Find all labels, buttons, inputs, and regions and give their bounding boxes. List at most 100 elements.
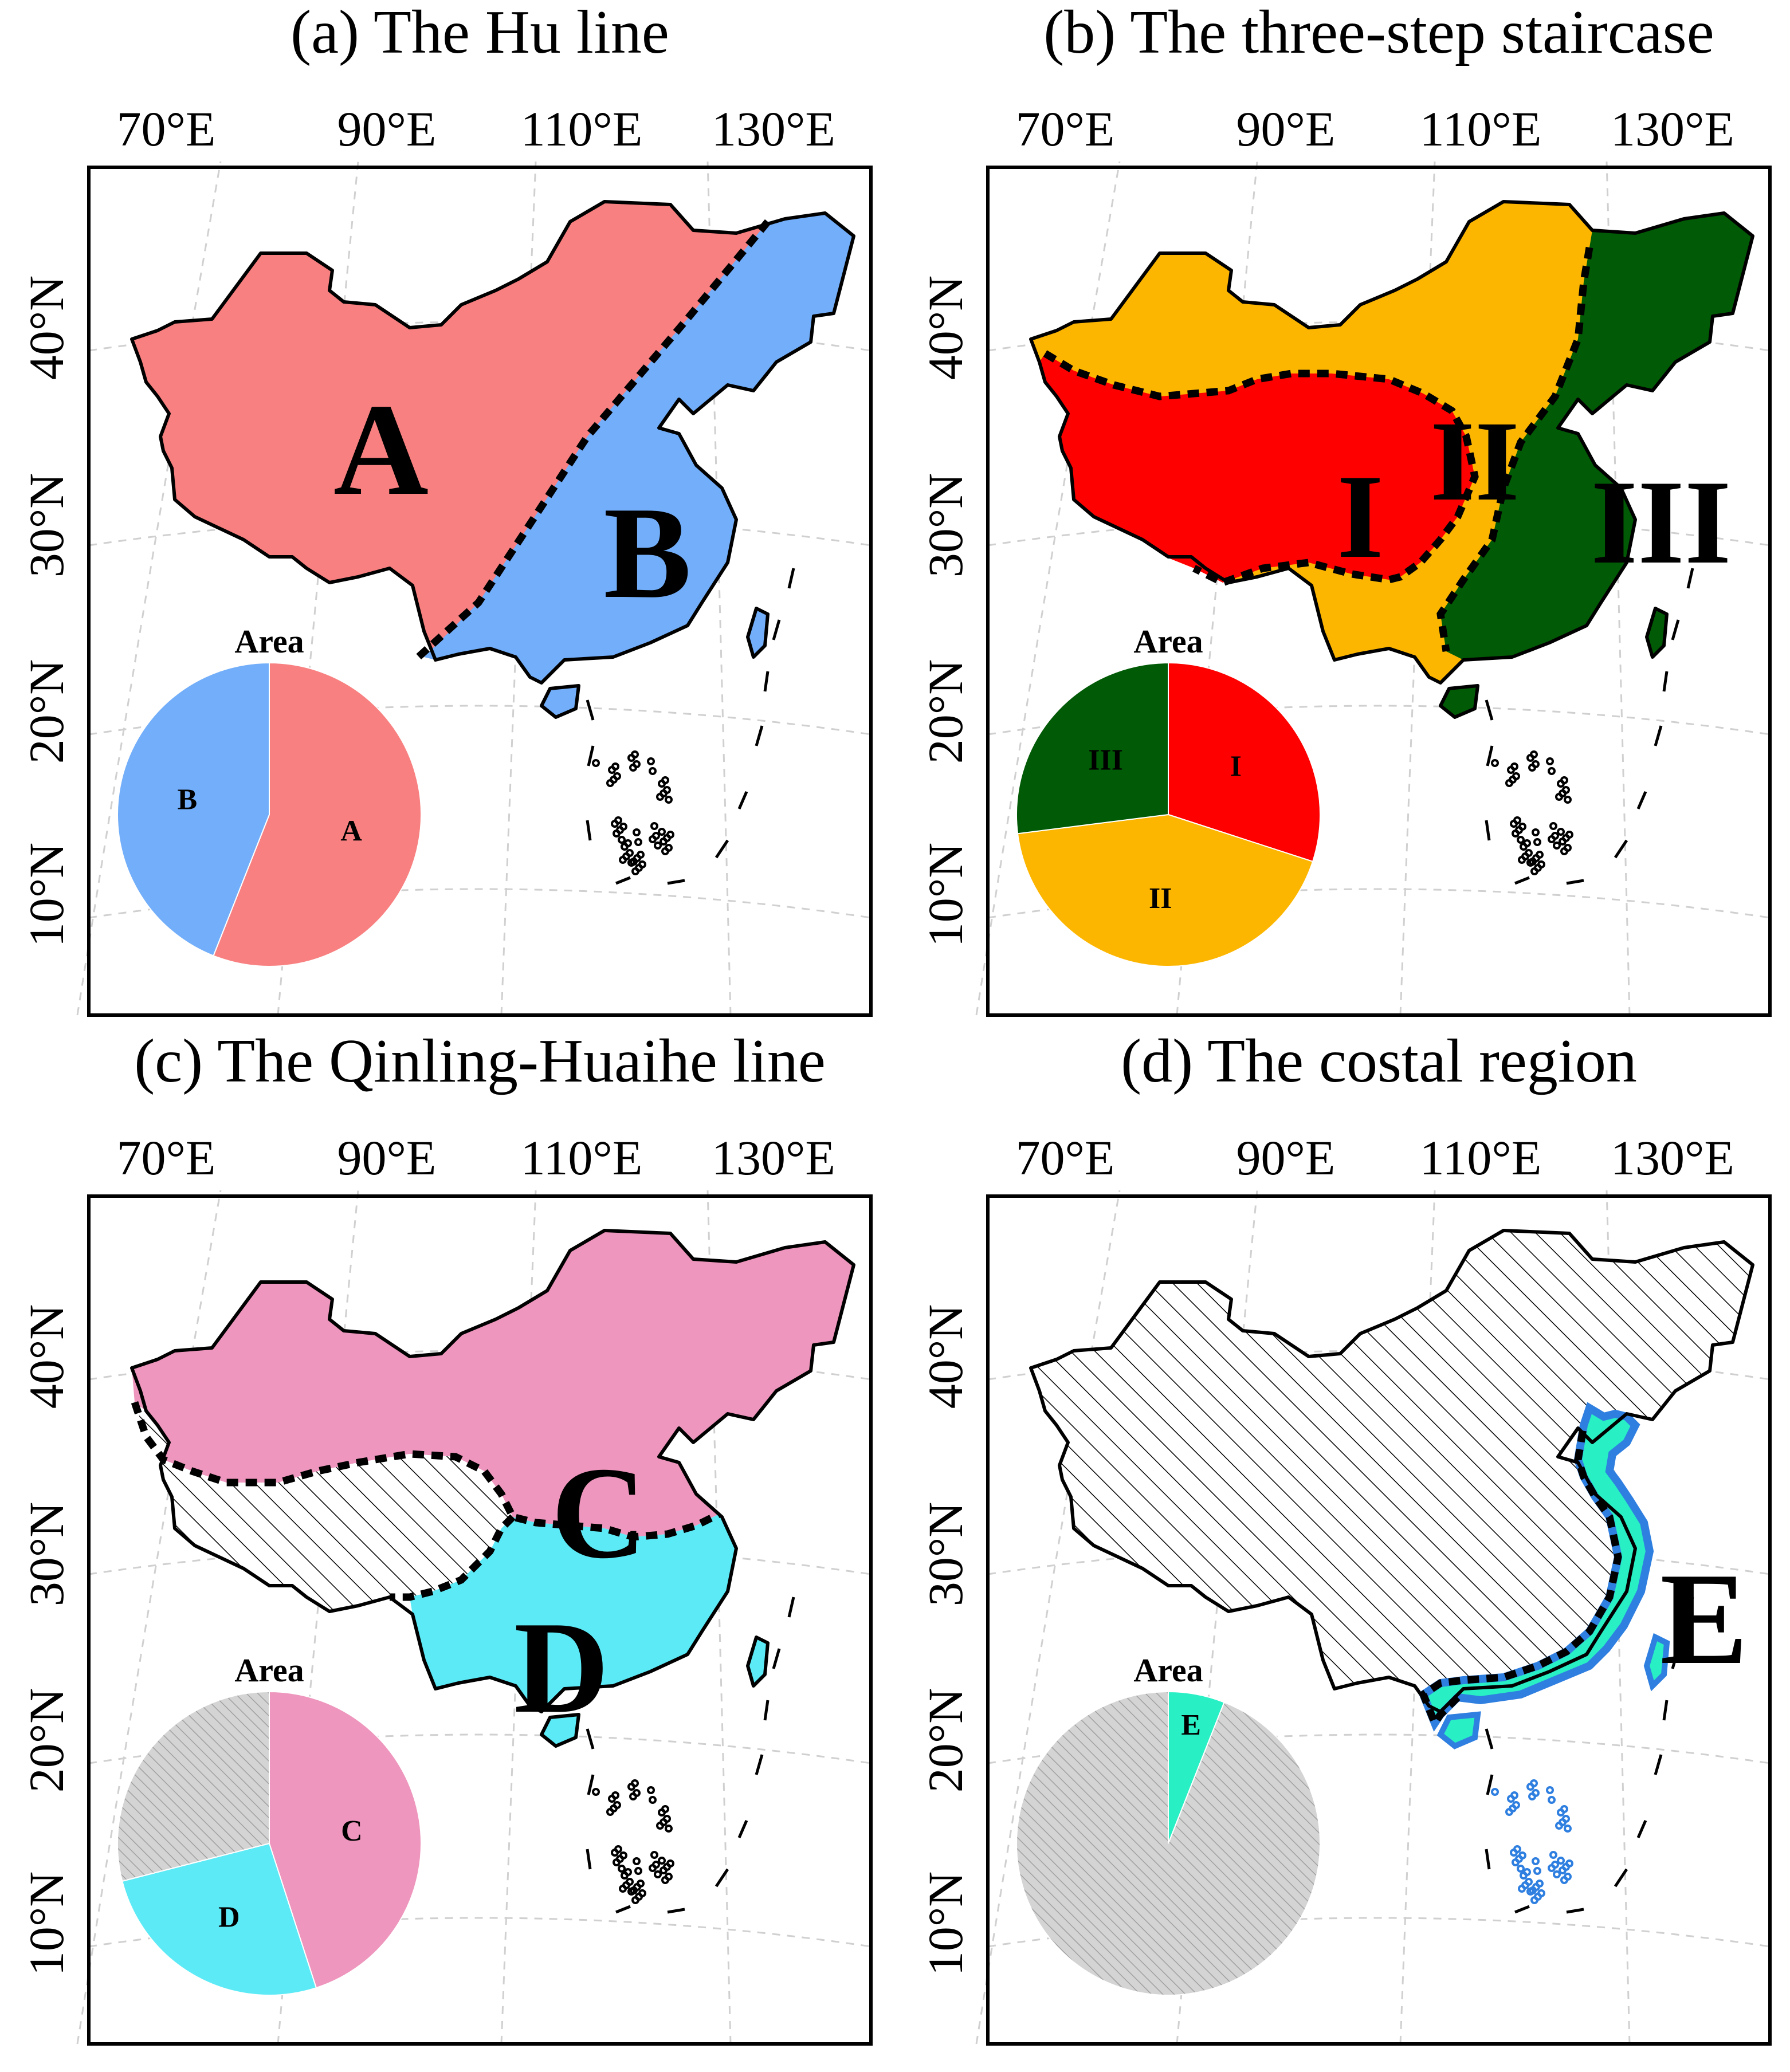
region-fills bbox=[132, 1230, 854, 1748]
longitude-label: 70°E bbox=[117, 101, 216, 156]
pie-slice bbox=[1016, 1690, 1321, 1996]
panel-title: (b) The three-step staircase bbox=[1043, 0, 1714, 66]
map-frame bbox=[87, 166, 873, 1017]
longitude-label: 130°E bbox=[712, 1130, 835, 1185]
region-fills bbox=[132, 202, 854, 719]
latitude-label: 30°N bbox=[19, 473, 74, 578]
map-frame bbox=[986, 1194, 1772, 2046]
step-boundary bbox=[1436, 246, 1593, 652]
pie-slice bbox=[121, 1842, 317, 1996]
latitude-label: 40°N bbox=[19, 276, 74, 380]
latitude-label: 10°N bbox=[918, 843, 973, 947]
region-fill bbox=[132, 1230, 854, 1537]
panel-title: (d) The costal region bbox=[1121, 1027, 1637, 1095]
south-china-sea-islands bbox=[586, 1597, 795, 1914]
region-fill bbox=[1440, 213, 1753, 660]
pie-title: Area bbox=[234, 1652, 304, 1689]
region-fill bbox=[424, 213, 854, 683]
pie-slice bbox=[117, 662, 270, 957]
latitude-label: 30°N bbox=[918, 473, 973, 578]
map-panel-a: (a) The Hu line 70°E 90°E 110°E 130°E 40°N 30°… bbox=[19, 0, 873, 1017]
map-panel-c: (c) The Qinling-Huaihe line 70°E 90°E 110°E… bbox=[19, 1027, 873, 2046]
pie-slice-label: II bbox=[1149, 882, 1172, 915]
latitude-label: 40°N bbox=[918, 1304, 973, 1409]
country-outline bbox=[130, 1229, 855, 1713]
map-frame bbox=[87, 1194, 873, 2046]
hu-line bbox=[415, 219, 771, 660]
region-fill bbox=[410, 1514, 736, 1712]
country-outline bbox=[130, 200, 855, 685]
longitude-label: 110°E bbox=[521, 1130, 643, 1185]
longitude-label: 70°E bbox=[1016, 101, 1115, 156]
longitude-label: 90°E bbox=[337, 101, 437, 156]
longitude-label: 130°E bbox=[712, 101, 835, 156]
region-fill bbox=[1039, 353, 1475, 583]
longitude-label: 110°E bbox=[1420, 1130, 1542, 1185]
latitude-label: 20°N bbox=[918, 1688, 973, 1793]
latitude-label: 10°N bbox=[19, 843, 74, 947]
latitude-label: 20°N bbox=[918, 659, 973, 764]
qinling-huaihe-line bbox=[131, 1401, 721, 1541]
pie-slice bbox=[1016, 813, 1314, 967]
country-outline bbox=[1029, 1229, 1754, 1713]
longitude-label: 130°E bbox=[1611, 1130, 1734, 1185]
pie-slice-label: B bbox=[177, 784, 197, 816]
region-fill-hatched bbox=[1031, 1230, 1753, 1712]
pie-slice bbox=[1168, 662, 1321, 863]
pie-title: Area bbox=[234, 623, 304, 660]
latitude-label: 40°N bbox=[19, 1304, 74, 1409]
pie-slice-label: D bbox=[218, 1901, 240, 1934]
latitude-label: 20°N bbox=[19, 1688, 74, 1793]
pie-slice bbox=[1016, 662, 1169, 835]
longitude-label: 70°E bbox=[1016, 1130, 1115, 1185]
longitude-label: 70°E bbox=[117, 1130, 216, 1185]
pie-slice bbox=[117, 1690, 270, 1882]
latitude-label: 10°N bbox=[918, 1872, 973, 1976]
region-label: A bbox=[333, 376, 429, 522]
pie-slice-label: I bbox=[1230, 750, 1242, 783]
pie-slice-label: C bbox=[341, 1815, 363, 1847]
coastal-boundary bbox=[1419, 1424, 1622, 1731]
map-panel-b: (b) The three-step staircase 70°E 90°E 110°… bbox=[918, 0, 1772, 1017]
region-boundary bbox=[390, 1514, 516, 1601]
region-label: II bbox=[1430, 398, 1520, 525]
pie-slice bbox=[213, 662, 422, 967]
latitude-label: 30°N bbox=[918, 1502, 973, 1607]
panel-title: (a) The Hu line bbox=[291, 0, 669, 66]
area-pie-chart: Area E bbox=[1016, 1652, 1321, 1996]
region-label: D bbox=[514, 1594, 609, 1740]
panel-title: (c) The Qinling-Huaihe line bbox=[134, 1027, 826, 1095]
map-body: E Area E bbox=[975, 1190, 1772, 2046]
region-label: III bbox=[1591, 456, 1731, 589]
map-body: A B Area A B bbox=[76, 161, 873, 1017]
region-label: C bbox=[551, 1440, 646, 1586]
region-label: E bbox=[1660, 1546, 1748, 1692]
country-outline bbox=[1029, 200, 1754, 685]
region-fills bbox=[1031, 202, 1753, 719]
region-label: I bbox=[1337, 450, 1384, 583]
longitude-label: 130°E bbox=[1611, 101, 1734, 156]
longitude-label: 90°E bbox=[337, 1130, 437, 1185]
pie-slice-label: E bbox=[1181, 1709, 1201, 1741]
pie-slice bbox=[269, 1690, 422, 1989]
south-china-sea-islands bbox=[1485, 1597, 1694, 1914]
longitude-label: 110°E bbox=[1420, 101, 1542, 156]
step-boundary bbox=[1043, 350, 1479, 587]
latitude-label: 20°N bbox=[19, 659, 74, 764]
longitude-label: 90°E bbox=[1236, 1130, 1336, 1185]
pie-slice-label: A bbox=[340, 815, 362, 847]
latitude-label: 10°N bbox=[19, 1872, 74, 1976]
map-frame bbox=[986, 166, 1772, 1017]
south-china-sea-islands bbox=[586, 568, 795, 885]
south-china-sea-islands bbox=[1485, 568, 1694, 885]
area-pie-chart: Area C D bbox=[117, 1652, 422, 1996]
latitude-label: 30°N bbox=[19, 1502, 74, 1607]
pie-slice-label: III bbox=[1088, 744, 1123, 777]
region-label: B bbox=[603, 479, 691, 626]
pie-title: Area bbox=[1133, 623, 1203, 660]
